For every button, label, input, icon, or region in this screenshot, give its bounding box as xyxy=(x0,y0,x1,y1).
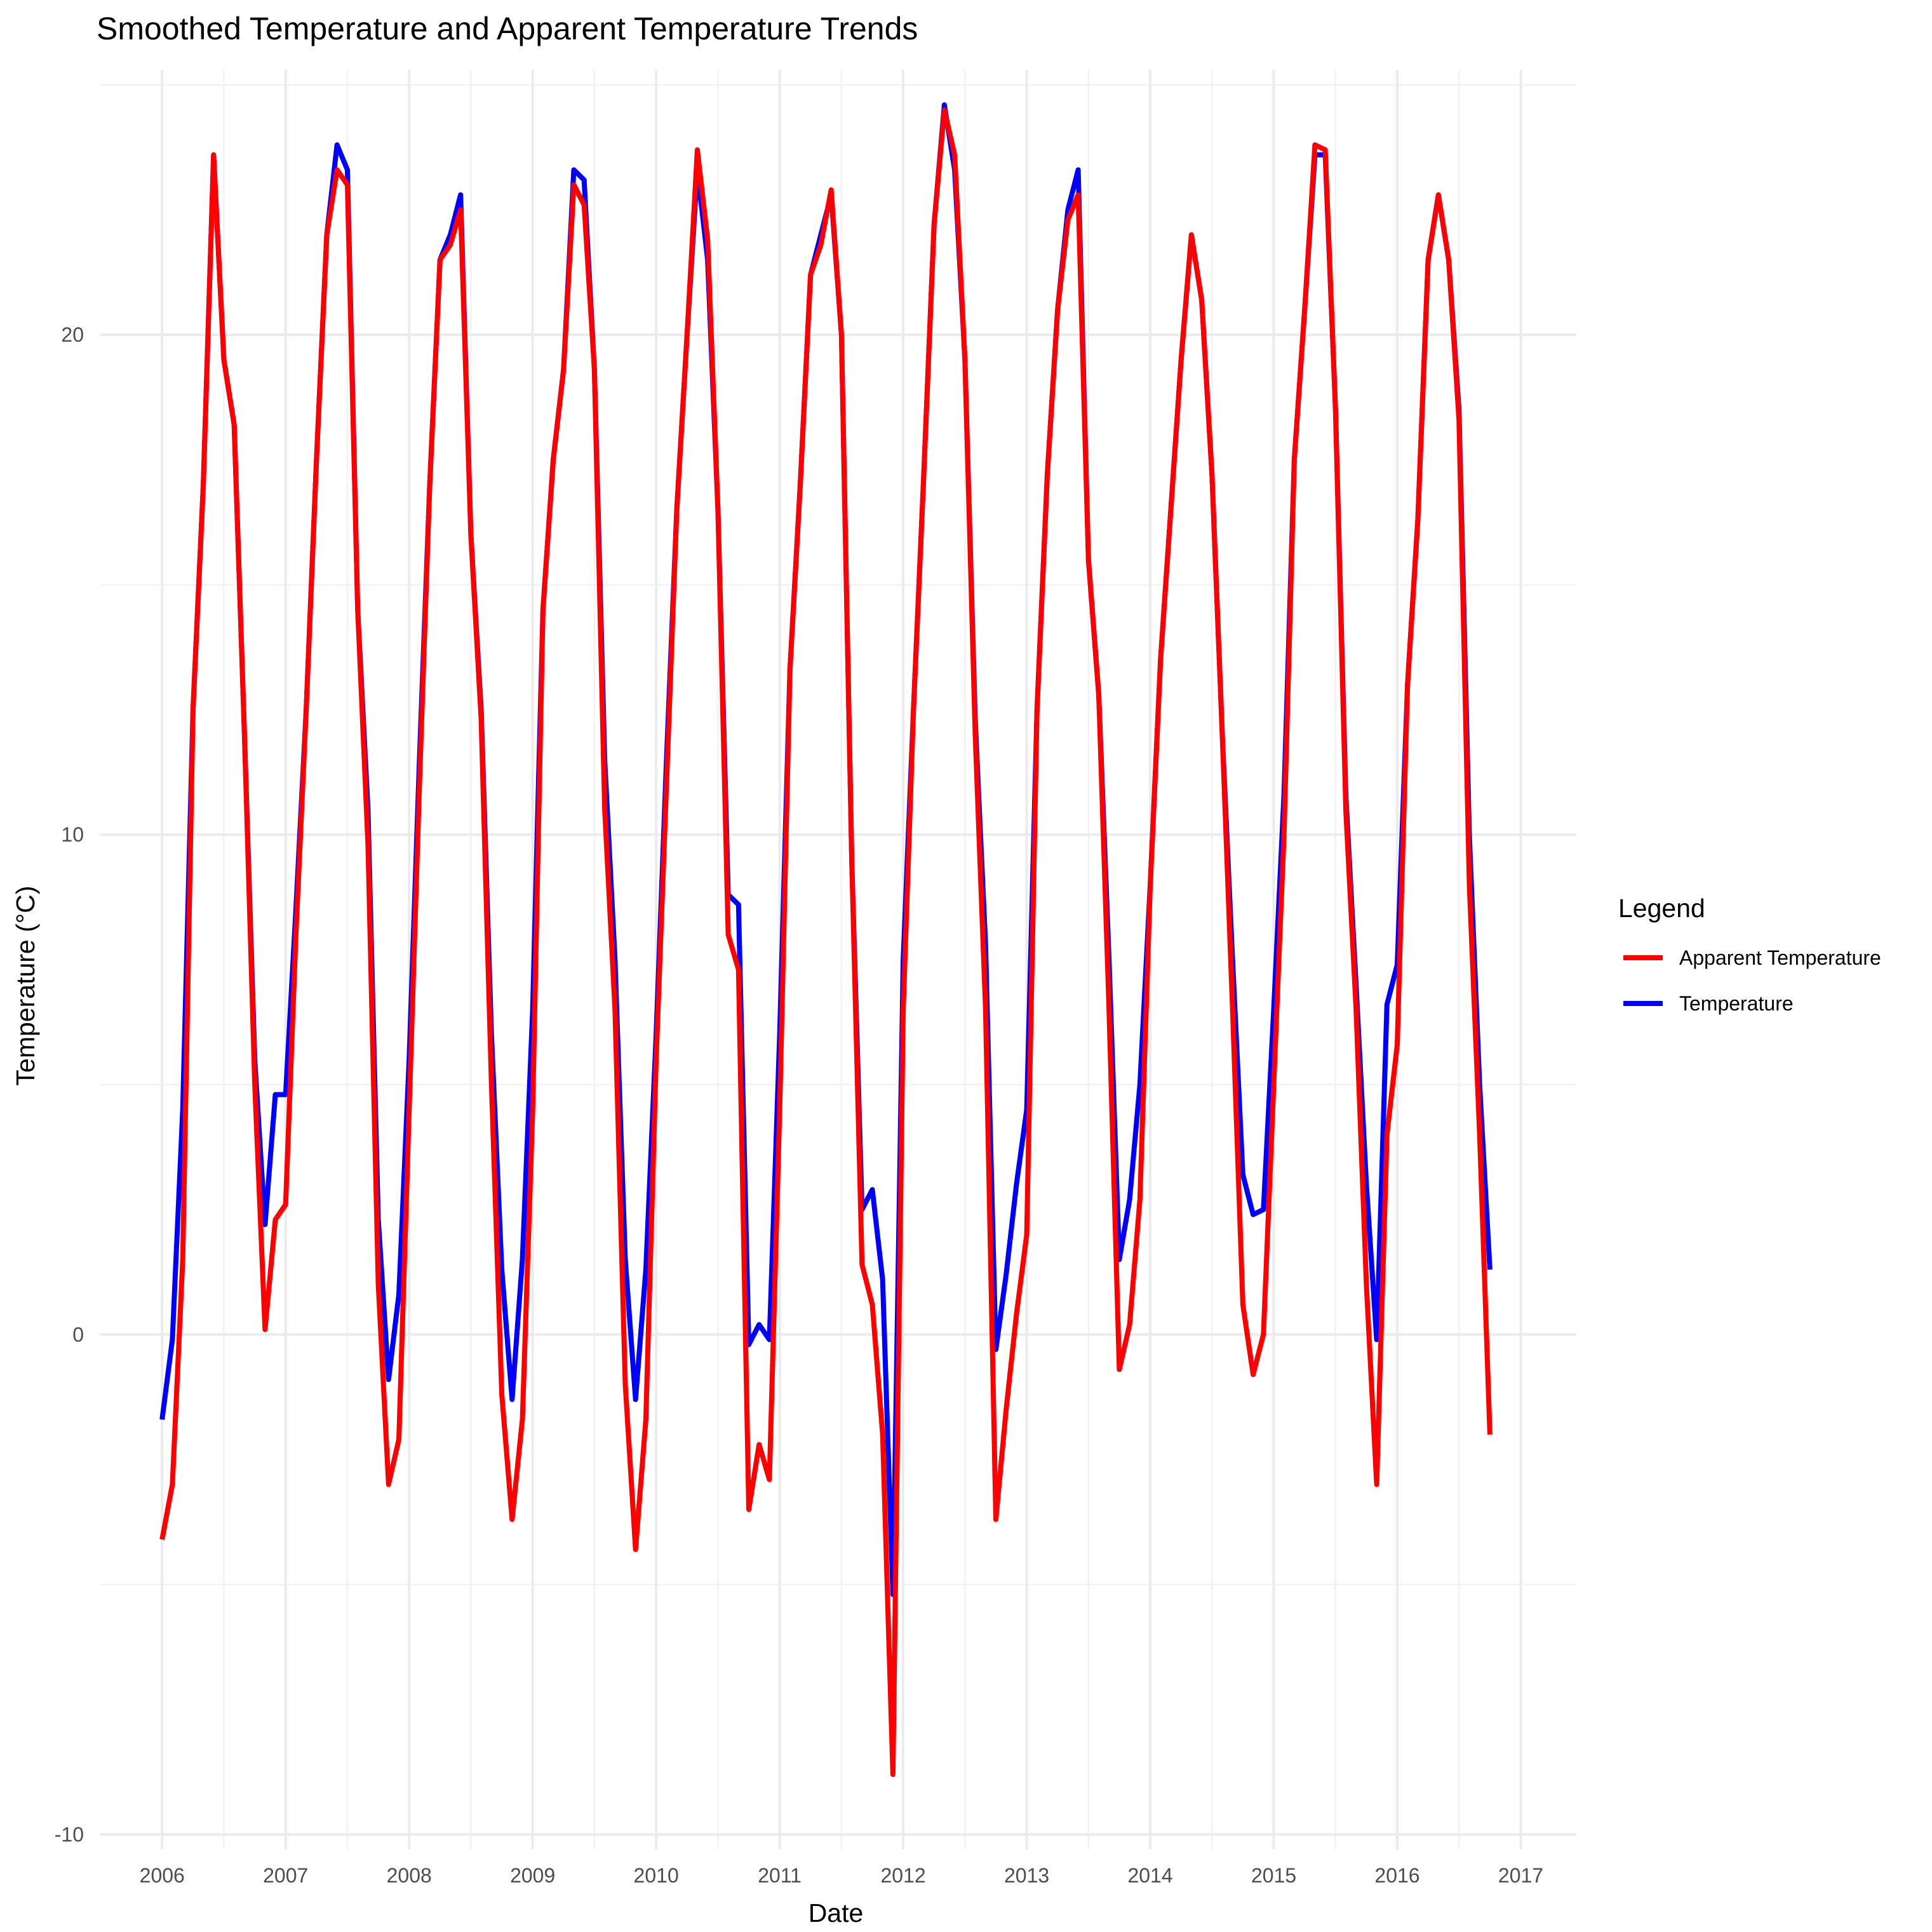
chart-title: Smoothed Temperature and Apparent Temper… xyxy=(97,11,918,46)
y-axis-tick-labels: -10 0 10 20 xyxy=(55,323,84,1846)
x-tick-label: 2017 xyxy=(1498,1864,1543,1887)
y-axis-title: Temperature (°C) xyxy=(11,886,40,1086)
x-tick-label: 2009 xyxy=(510,1864,555,1887)
x-axis-title: Date xyxy=(808,1898,864,1928)
x-axis-tick-labels: 2006 2007 2008 2009 2010 2011 2012 2013 2014 2015… xyxy=(140,1864,1543,1887)
x-tick-label: 2008 xyxy=(387,1864,432,1887)
y-tick-label: 20 xyxy=(61,323,84,346)
legend-label-temperature: Temperature xyxy=(1679,992,1794,1015)
series-layer xyxy=(159,102,1493,1777)
y-tick-label: 10 xyxy=(61,823,84,846)
legend-title: Legend xyxy=(1618,894,1705,923)
legend-label-apparent-temperature: Apparent Temperature xyxy=(1679,946,1881,969)
x-tick-label: 2013 xyxy=(1004,1864,1049,1887)
series-line-apparent-temperature xyxy=(159,107,1493,1777)
y-tick-label: -10 xyxy=(55,1823,84,1846)
x-tick-label: 2011 xyxy=(758,1864,802,1887)
x-tick-label: 2010 xyxy=(634,1864,679,1887)
x-tick-label: 2016 xyxy=(1374,1864,1419,1887)
legend: Legend Apparent Temperature Temperature xyxy=(1618,894,1881,1015)
x-tick-label: 2007 xyxy=(263,1864,308,1887)
x-tick-label: 2012 xyxy=(881,1864,926,1887)
y-tick-label: 0 xyxy=(72,1323,84,1346)
x-tick-label: 2015 xyxy=(1251,1864,1296,1887)
x-tick-label: 2006 xyxy=(140,1864,185,1887)
x-tick-label: 2014 xyxy=(1127,1864,1172,1887)
